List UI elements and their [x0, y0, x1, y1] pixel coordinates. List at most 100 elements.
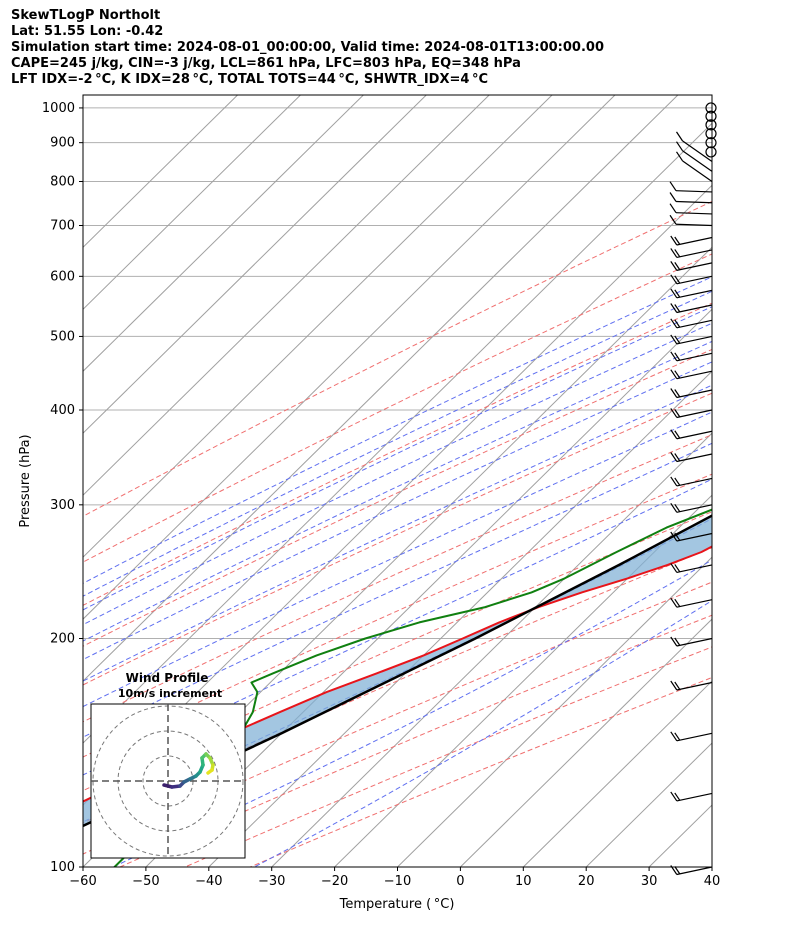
- wind-barbs: [669, 102, 717, 876]
- wind-barb-flag: [670, 452, 678, 462]
- wind-barb-flag: [670, 261, 678, 271]
- wind-barb-staff: [676, 200, 713, 204]
- wind-barb-flag: [670, 731, 678, 742]
- wind-barb-staff: [676, 289, 713, 299]
- calm-wind-circle: [705, 110, 717, 122]
- calm-wind-circle: [705, 146, 717, 158]
- wind-barb-staff: [676, 352, 713, 362]
- wind-barb-flag: [674, 598, 681, 607]
- wind-barb-flag: [670, 351, 678, 362]
- wind-barb-flag: [670, 274, 678, 285]
- dry-adiabat-line: [83, 302, 712, 606]
- wind-barb-staff: [676, 275, 713, 285]
- wind-barb-staff: [676, 477, 713, 487]
- wind-barb-flag: [674, 532, 681, 541]
- wind-barb-flag: [674, 249, 681, 258]
- wind-barb-flag: [670, 288, 678, 299]
- isotherm-line: [83, 95, 301, 310]
- profile-lines: [83, 508, 712, 867]
- dewpoint-profile-line: [113, 508, 712, 867]
- isotherm-line: [271, 432, 712, 867]
- y-tick-label: 1000: [42, 101, 75, 116]
- time-text: Simulation start time: 2024-08-01_00:00:…: [11, 40, 604, 55]
- wind-barb-flag: [670, 636, 678, 647]
- wind-barb-staff: [676, 866, 713, 876]
- wind-barb-staff: [676, 409, 713, 419]
- hodograph-title: Wind Profile: [126, 671, 209, 685]
- hodograph-trace-segment: [206, 768, 214, 775]
- wind-barb-flag: [670, 408, 678, 418]
- y-tick-label: 800: [50, 174, 75, 189]
- isotherm-line: [83, 95, 679, 682]
- x-tick-label: −30: [258, 874, 285, 889]
- wind-barb-staff: [676, 304, 713, 314]
- wind-barb-staff: [682, 140, 713, 162]
- wind-barb-flag: [674, 453, 681, 462]
- y-tick-label: 900: [50, 136, 75, 151]
- dry-adiabat-line: [83, 473, 712, 758]
- wind-barb-flag: [676, 131, 684, 142]
- x-tick-label: 30: [641, 874, 658, 889]
- wind-barb-flag: [674, 477, 681, 486]
- calm-wind-circle: [705, 119, 717, 131]
- wind-barb-staff: [676, 599, 713, 608]
- isotherm-line: [145, 308, 712, 867]
- isotherm-line: [83, 95, 553, 558]
- wind-barb-flag: [674, 681, 681, 690]
- wind-barb-staff: [676, 792, 713, 802]
- wind-barb-flag: [669, 181, 677, 192]
- wind-barb-staff: [682, 150, 713, 172]
- wind-barb-flag: [674, 503, 681, 513]
- wind-barb-staff: [676, 637, 713, 647]
- stability-indices-2: LFT IDX=-2 °C, K IDX=28 °C, TOTAL TOTS=4…: [11, 72, 489, 87]
- y-tick-label: 100: [50, 860, 75, 875]
- moist-adiabat-line: [83, 276, 712, 584]
- x-tick-label: −20: [321, 874, 348, 889]
- wind-barb-flag: [676, 141, 684, 152]
- wind-barb-staff: [676, 319, 713, 329]
- wind-barb-flag: [674, 732, 681, 741]
- moist-adiabat-line: [83, 478, 712, 776]
- wind-barb-staff: [676, 389, 713, 399]
- x-tick-label: −10: [384, 874, 411, 889]
- x-tick-label: 40: [704, 874, 721, 889]
- wind-barb-flag: [670, 248, 678, 258]
- wind-barb-flag: [674, 564, 681, 573]
- calm-wind-circle: [705, 102, 717, 114]
- wind-barb-flag: [674, 637, 681, 646]
- isotherm-line: [334, 494, 712, 867]
- wind-barb-flag: [670, 303, 678, 313]
- x-tick-label: −50: [132, 874, 159, 889]
- isotherm-line: [522, 680, 712, 867]
- x-axis-label: Temperature ( °C): [339, 897, 455, 912]
- x-tick-label: 10: [515, 874, 532, 889]
- isotherm-line: [83, 95, 364, 372]
- hodograph-inset: Wind Profile 10m/s increment: [90, 671, 246, 859]
- wind-barb-staff: [676, 262, 713, 271]
- parcel-profile-line: [83, 514, 712, 828]
- y-tick-label: 500: [50, 329, 75, 344]
- dry-adiabat-line: [83, 511, 712, 792]
- moist-adiabat-line: [83, 411, 712, 708]
- wind-barb-staff: [676, 212, 713, 215]
- wind-barb-flag: [670, 531, 678, 542]
- wind-barb-flag: [674, 389, 681, 398]
- wind-barb-flag: [670, 680, 678, 691]
- wind-barb-flag: [670, 476, 678, 487]
- wind-barb-staff: [676, 335, 713, 345]
- wind-barb-flag: [674, 335, 681, 344]
- wind-barb-flag: [674, 319, 681, 328]
- chart-title: SkewTLogP Northolt: [11, 8, 161, 23]
- dry-adiabat-line: [83, 434, 712, 723]
- isotherm-line: [83, 122, 712, 744]
- wind-barb-staff: [676, 236, 713, 246]
- calm-wind-circle: [705, 128, 717, 140]
- y-tick-label: 300: [50, 498, 75, 513]
- wind-barb-staff: [676, 681, 713, 691]
- wind-barb-flag: [669, 214, 677, 225]
- isotherm-line: [83, 95, 427, 434]
- wind-barb-flag: [674, 792, 681, 801]
- isotherm-line: [460, 618, 712, 867]
- temperature-profile-line: [83, 545, 712, 803]
